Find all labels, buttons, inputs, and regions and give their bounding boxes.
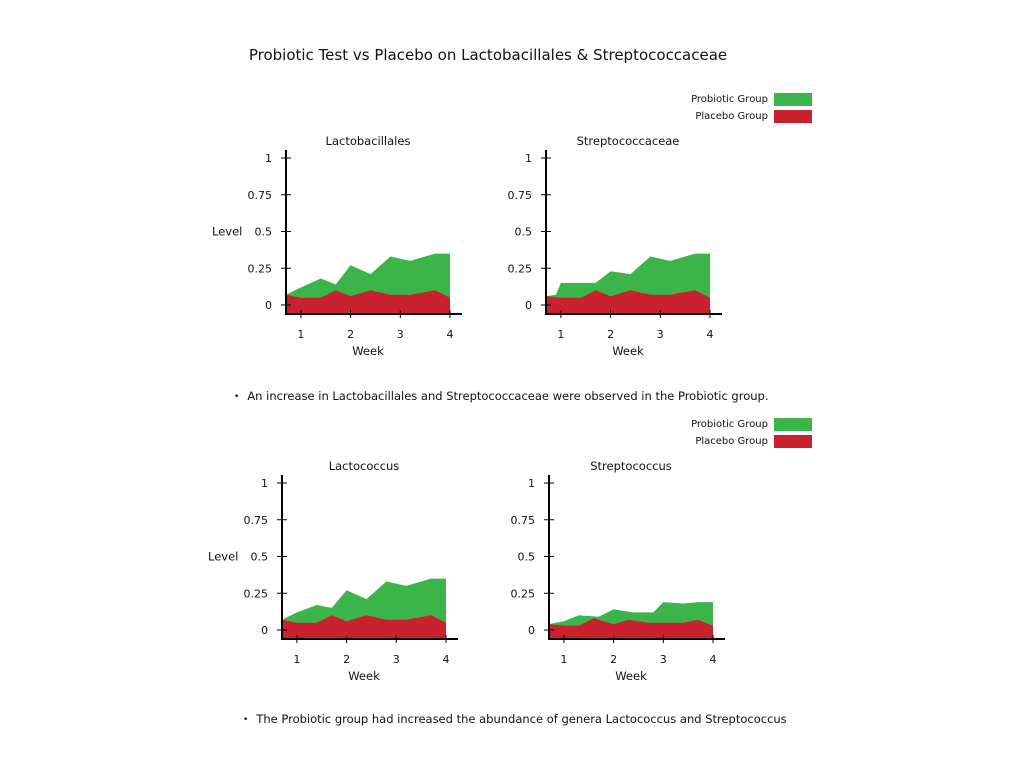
x-tick-label: 3 <box>393 653 400 666</box>
legend-label-placebo: Placebo Group <box>695 435 768 447</box>
x-tick-label: 1 <box>560 653 567 666</box>
legend-item-placebo: Placebo Group <box>640 433 812 449</box>
bullet-note-2: • The Probiotic group had increased the a… <box>243 712 787 726</box>
y-tick-label: 0.5 <box>518 551 536 564</box>
bullet-dot-icon: • <box>243 715 249 725</box>
y-tick-label: 0.25 <box>511 587 536 600</box>
y-tick-label: 0.75 <box>511 514 536 527</box>
legend-label-probiotic: Probiotic Group <box>691 418 768 430</box>
y-tick-label: 0 <box>528 624 535 637</box>
y-tick-label: 0 <box>265 299 272 312</box>
y-tick-label: 0.75 <box>244 514 269 527</box>
y-axis-label: Level <box>212 225 242 239</box>
legend-label-probiotic: Probiotic Group <box>691 93 768 105</box>
x-axis-label: Week <box>348 669 380 683</box>
x-tick-label: 2 <box>347 328 354 341</box>
x-axis-label: Week <box>352 344 384 358</box>
chart-streptococcaceae: 0 0.25 0.5 0.75 1 1 2 3 4 Streptococcaceae Week <box>508 134 722 358</box>
y-tick-label: 1 <box>525 152 532 165</box>
chart-title: Streptococcaceae <box>577 134 680 148</box>
y-tick-label: 0.75 <box>508 189 533 202</box>
area-placebo <box>549 618 713 639</box>
x-tick-label: 4 <box>447 328 454 341</box>
legend-swatch-probiotic <box>774 92 812 106</box>
x-tick-label: 3 <box>657 328 664 341</box>
legend-item-probiotic: Probiotic Group <box>640 416 812 432</box>
x-tick-label: 3 <box>397 328 404 341</box>
x-tick-label: 3 <box>660 653 667 666</box>
legend-swatch-probiotic <box>774 417 812 431</box>
y-tick-label: 0.25 <box>244 587 269 600</box>
x-axis-label: Week <box>612 344 644 358</box>
y-tick-label: 0.25 <box>508 262 533 275</box>
chart-title: Streptococcus <box>590 459 672 473</box>
x-tick-label: 2 <box>610 653 617 666</box>
chart-lactococcus: 0 0.25 0.5 0.75 1 1 2 3 4 Lactococcus Week Level <box>208 459 458 683</box>
bullet-text-2: The Probiotic group had increased the ab… <box>256 712 787 726</box>
x-tick-label: 2 <box>343 653 350 666</box>
y-tick-label: 1 <box>265 152 272 165</box>
y-tick-label: 0 <box>261 624 268 637</box>
legend-top: Probiotic Group Placebo Group <box>640 91 812 125</box>
bullet-dot-icon: • <box>234 392 240 402</box>
y-tick-label: 0.5 <box>251 551 269 564</box>
legend-swatch-placebo <box>774 434 812 448</box>
y-tick-label: 1 <box>261 477 268 490</box>
legend-bottom: Probiotic Group Placebo Group <box>640 416 812 450</box>
chart-streptococcus: 0 0.25 0.5 0.75 1 1 2 3 4 Streptococcus Week <box>511 459 725 683</box>
y-tick-label: 0.5 <box>255 226 273 239</box>
y-tick-label: 0.75 <box>248 189 273 202</box>
bullet-text-1: An increase in Lactobacillales and Strep… <box>247 389 769 403</box>
area-placebo <box>286 290 450 314</box>
legend-swatch-placebo <box>774 109 812 123</box>
y-tick-label: 0.5 <box>515 226 533 239</box>
area-placebo <box>546 290 710 314</box>
bullet-note-1: • An increase in Lactobacillales and Stre… <box>234 389 769 403</box>
chart-title: Lactococcus <box>329 459 400 473</box>
x-tick-label: 1 <box>293 653 300 666</box>
x-tick-label: 4 <box>707 328 714 341</box>
page-title: Probiotic Test vs Placebo on Lactobacill… <box>248 46 728 64</box>
x-tick-label: 4 <box>710 653 717 666</box>
legend-label-placebo: Placebo Group <box>695 110 768 122</box>
y-axis-label: Level <box>208 550 238 564</box>
y-tick-label: 1 <box>528 477 535 490</box>
legend-item-placebo: Placebo Group <box>640 108 812 124</box>
legend-item-probiotic: Probiotic Group <box>640 91 812 107</box>
x-tick-label: 4 <box>443 653 450 666</box>
area-placebo <box>282 615 446 639</box>
y-tick-label: 0 <box>525 299 532 312</box>
x-axis-label: Week <box>615 669 647 683</box>
y-tick-label: 0.25 <box>248 262 273 275</box>
chart-title: Lactobacillales <box>326 134 411 148</box>
x-tick-label: 1 <box>297 328 304 341</box>
x-tick-label: 2 <box>607 328 614 341</box>
chart-lactobacillales: 0 0.25 0.5 0.75 1 1 2 3 4 Lactobacillales Week Leve… <box>212 134 462 358</box>
x-tick-label: 1 <box>557 328 564 341</box>
